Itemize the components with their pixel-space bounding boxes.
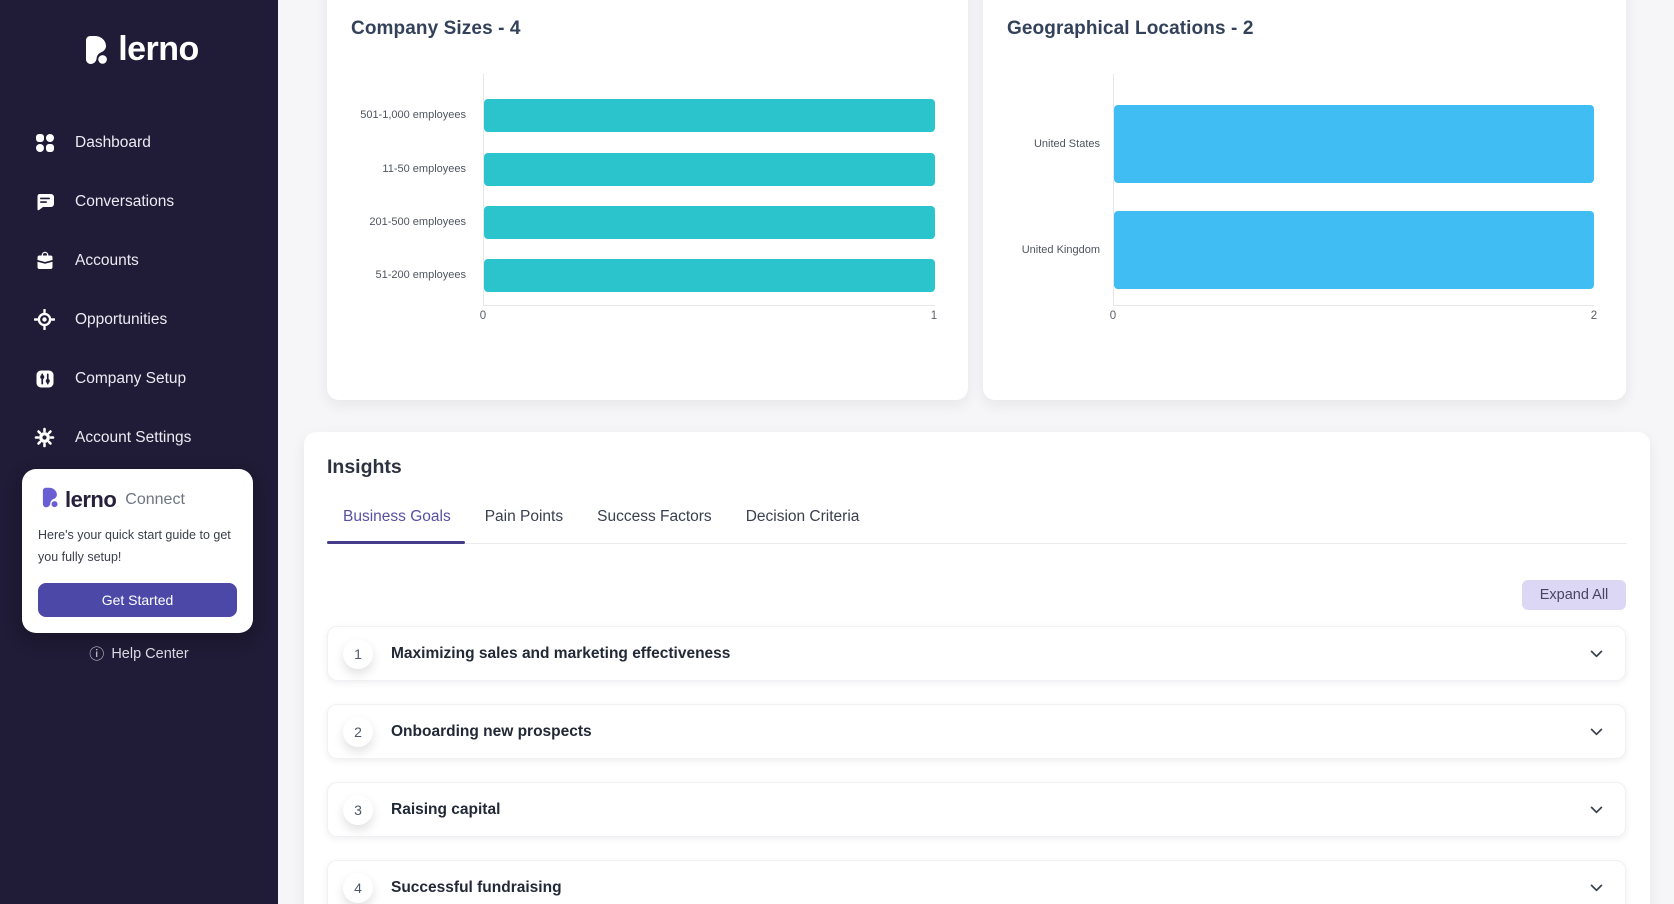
chart-bar[interactable] [1114,105,1594,183]
y-axis-line [483,74,484,305]
chart-bar[interactable] [484,99,935,132]
chart-bar[interactable] [484,206,935,239]
connect-card-logo: lerno Connect [38,487,237,513]
x-axis-tick: 0 [1109,310,1117,322]
bar-track [484,99,935,132]
help-center-link[interactable]: ⓘ Help Center [0,646,278,662]
chart-bar[interactable] [484,259,935,292]
geographical-locations-card: Geographical Locations - 2 United States… [983,0,1626,400]
x-axis-line [1113,305,1594,306]
accordion-item-2[interactable]: 2 Onboarding new prospects [327,704,1626,759]
accordion-number-badge: 3 [343,794,373,825]
tab-business-goals[interactable]: Business Goals [327,508,465,544]
bar-track [484,206,935,239]
sliders-icon [34,368,55,389]
company-sizes-card: Company Sizes - 4 501-1,000 employees 11… [327,0,968,400]
gear-icon [34,427,55,448]
logo-wordmark: lerno [118,30,199,68]
insights-panel: Insights Business Goals Pain Points Succ… [304,432,1650,904]
target-icon [34,309,55,330]
connect-card: lerno Connect Here's your quick start gu… [22,469,253,633]
sidebar-item-opportunities[interactable]: Opportunities [0,290,278,349]
category-label: United States [1033,138,1100,150]
bar-track [484,153,935,186]
chart-title: Company Sizes - 4 [351,18,521,39]
lerno-logo-icon [38,487,59,513]
sidebar-item-conversations[interactable]: Conversations [0,172,278,231]
accordion-number-badge: 4 [343,872,373,903]
category-label: 11-50 employees [382,163,466,175]
sidebar-item-label: Account Settings [75,428,192,446]
get-started-button[interactable]: Get Started [38,582,237,617]
sidebar-item-label: Conversations [75,192,175,210]
accordion-item-3[interactable]: 3 Raising capital [327,782,1626,837]
lerno-logo-icon [79,35,109,65]
x-axis-tick: 1 [930,310,938,322]
y-axis-line [1113,74,1114,305]
tab-decision-criteria[interactable]: Decision Criteria [745,508,860,525]
info-icon: ⓘ [89,645,105,663]
category-label: United Kingdom [1021,244,1100,256]
help-center-label: Help Center [111,646,189,662]
sidebar-item-label: Dashboard [75,133,151,151]
accordion-item-1[interactable]: 1 Maximizing sales and marketing effecti… [327,626,1626,681]
accordion-title: Successful fundraising [391,878,562,896]
accordion-title: Raising capital [391,800,501,818]
expand-all-button[interactable]: Expand All [1522,580,1626,610]
chart-bar[interactable] [484,153,935,186]
chart-bar[interactable] [1114,211,1594,289]
app-logo: lerno [0,0,278,69]
accordion-title: Onboarding new prospects [391,722,592,740]
bar-track [1114,105,1594,183]
chevron-down-icon[interactable] [1588,879,1605,896]
connect-suffix-label: Connect [125,491,185,508]
category-label: 201-500 employees [369,216,466,228]
main-content: Company Sizes - 4 501-1,000 employees 11… [278,0,1674,904]
sidebar-item-label: Opportunities [75,310,168,328]
connect-description: Here's your quick start guide to get you… [38,528,231,564]
chat-icon [34,191,55,212]
sidebar-nav: Dashboard Conversations [0,113,278,467]
chevron-down-icon[interactable] [1588,801,1605,818]
briefcase-icon [34,250,55,271]
sidebar-item-label: Accounts [75,251,139,269]
sidebar-item-label: Company Setup [75,369,187,387]
x-axis-line [483,305,935,306]
sidebar-item-company-setup[interactable]: Company Setup [0,349,278,408]
connect-logo-wordmark: lerno [65,487,117,512]
accordion-title: Maximizing sales and marketing effective… [391,644,731,662]
accordion-number-badge: 2 [343,716,373,747]
sidebar-item-dashboard[interactable]: Dashboard [0,113,278,172]
sidebar-item-accounts[interactable]: Accounts [0,231,278,290]
insights-title: Insights [327,456,402,478]
x-axis-tick: 2 [1590,310,1598,322]
insights-tabs: Business Goals Pain Points Success Facto… [327,508,1627,544]
tab-pain-points[interactable]: Pain Points [484,508,564,525]
category-label: 51-200 employees [375,269,466,281]
x-axis-tick: 0 [479,310,487,322]
tab-success-factors[interactable]: Success Factors [597,508,712,525]
sidebar: lerno Dashboard [0,0,278,904]
bar-track [1114,211,1594,289]
chevron-down-icon[interactable] [1588,645,1605,662]
accordion-number-badge: 1 [343,638,373,669]
dashboard-grid-icon [34,132,55,153]
accordion-item-4[interactable]: 4 Successful fundraising [327,860,1626,904]
sidebar-item-account-settings[interactable]: Account Settings [0,408,278,467]
chevron-down-icon[interactable] [1588,723,1605,740]
category-label: 501-1,000 employees [360,109,466,121]
chart-title: Geographical Locations - 2 [1007,18,1254,39]
bar-track [484,259,935,292]
